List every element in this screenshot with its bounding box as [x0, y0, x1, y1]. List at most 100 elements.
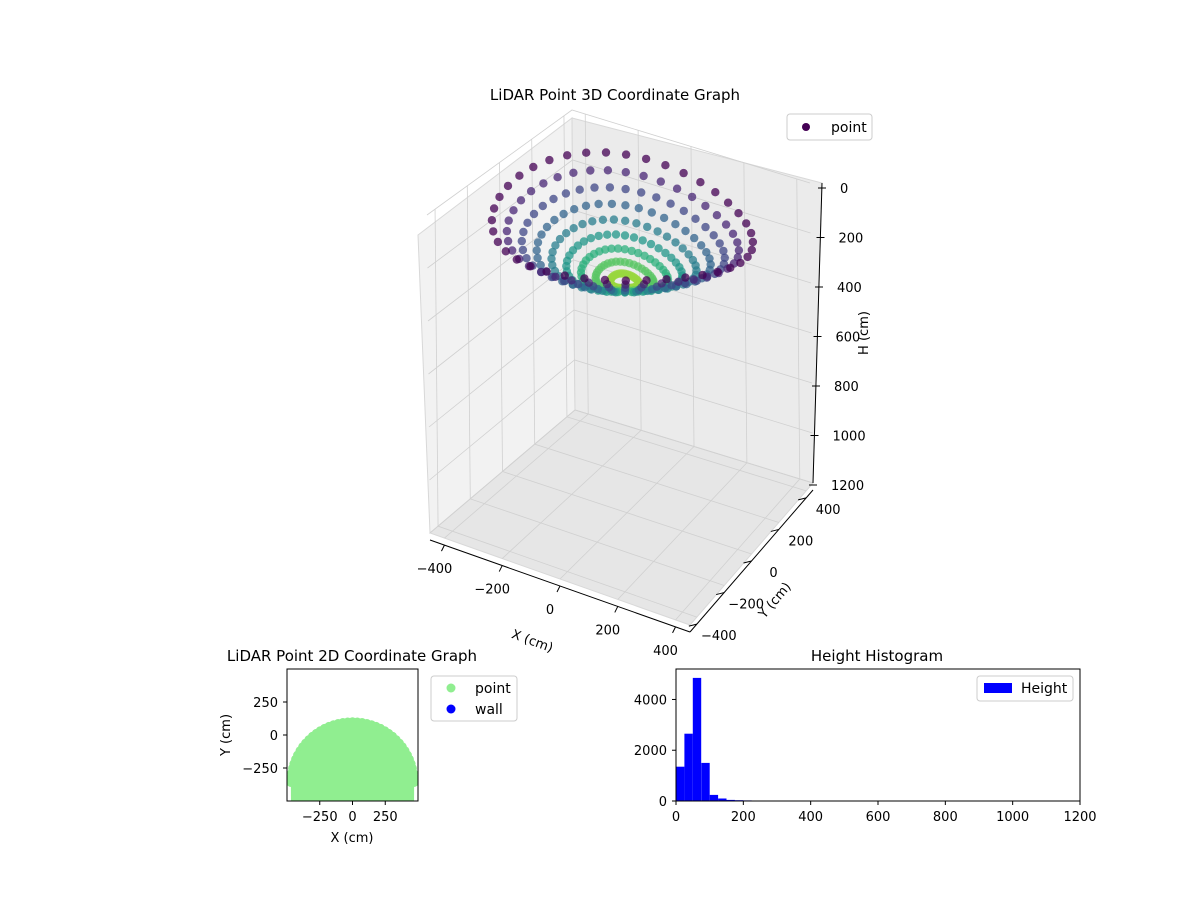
- point-3d: [575, 185, 584, 194]
- y-tick-label-2d: −250: [242, 762, 278, 777]
- point-3d: [646, 239, 656, 249]
- point-3d: [518, 245, 528, 255]
- point-cloud-3d: [487, 148, 758, 297]
- point-3d: [529, 162, 538, 172]
- point-3d: [609, 215, 619, 224]
- point-2d: [409, 778, 418, 787]
- y-tick-label-3d: −400: [701, 629, 737, 644]
- histogram-bar: [692, 677, 702, 801]
- point-3d: [542, 267, 551, 276]
- histogram-y-tick-label: 0: [659, 795, 667, 810]
- legend-3d-label: point: [831, 120, 867, 136]
- point-3d: [713, 267, 722, 277]
- histogram-x-tick-label: 200: [731, 810, 756, 825]
- z-tick-label-3d: 200: [839, 232, 864, 247]
- point-3d: [502, 226, 512, 236]
- y-tick-3d: [743, 560, 752, 564]
- point-3d: [603, 230, 612, 239]
- histogram-y-tick-label: 4000: [634, 693, 667, 708]
- point-3d: [711, 188, 720, 197]
- point-3d: [720, 253, 729, 262]
- legend-3d: point: [786, 113, 873, 141]
- grid-line-h: [427, 159, 811, 269]
- point-3d: [537, 230, 546, 239]
- point-3d: [533, 253, 542, 263]
- point-3d: [641, 154, 651, 164]
- point-3d: [637, 188, 646, 197]
- point-3d: [621, 150, 631, 159]
- point-3d: [548, 247, 557, 257]
- point-3d: [553, 173, 562, 182]
- point-3d: [600, 275, 610, 285]
- histogram-x-tick-label: 1200: [1063, 810, 1096, 825]
- point-3d: [567, 276, 576, 285]
- point-3d: [611, 230, 621, 239]
- histogram-bar: [718, 798, 727, 801]
- z-tick-label-3d: 1000: [833, 430, 866, 445]
- point-3d: [746, 228, 756, 238]
- y-tick-3d: [798, 497, 807, 501]
- point-3d: [605, 183, 615, 192]
- z-tick-label-3d: 0: [840, 182, 848, 197]
- point-3d: [501, 247, 510, 256]
- plot-2d: LiDAR Point 2D Coordinate Graph −250 0 250…: [219, 647, 518, 846]
- point-3d: [621, 216, 630, 225]
- z-tick-label-3d: 1200: [831, 479, 864, 494]
- point-3d: [523, 218, 532, 227]
- point-3d: [551, 272, 560, 281]
- point-3d: [601, 148, 611, 157]
- x-tick-3d: [440, 544, 445, 552]
- histogram-x-tick-label: 400: [798, 810, 823, 825]
- point-3d: [516, 196, 526, 205]
- point-3d: [621, 276, 630, 285]
- z-axis-label-3d: H (cm): [857, 311, 872, 355]
- legend-histogram-label: Height: [1021, 681, 1068, 697]
- y-tick-label-3d: 200: [788, 534, 813, 549]
- point-3d: [629, 233, 639, 242]
- x-axis-label-3d: X (cm): [509, 627, 555, 656]
- point-3d: [689, 275, 698, 284]
- histogram-bar: [709, 794, 719, 801]
- point-3d: [743, 252, 752, 262]
- point-3d: [656, 177, 665, 186]
- point-3d: [607, 199, 617, 209]
- histogram-y-tick-label: 2000: [634, 744, 667, 759]
- point-3d: [702, 248, 711, 257]
- histogram-x-tick-label: 1000: [996, 810, 1029, 825]
- x-tick-label-3d: −400: [417, 562, 453, 577]
- point-3d: [697, 241, 706, 250]
- grid-line-h: [428, 259, 812, 375]
- point-3d: [679, 168, 688, 178]
- point-3d: [667, 281, 676, 290]
- point-3d: [687, 192, 697, 202]
- point-3d: [586, 166, 595, 175]
- x-tick-label-3d: 400: [653, 644, 678, 659]
- point-3d: [509, 206, 518, 215]
- legend-2d: point wall: [430, 675, 518, 722]
- point-3d: [594, 231, 603, 241]
- point-3d: [613, 244, 623, 253]
- x-tick-3d: [498, 565, 503, 572]
- point-3d: [532, 246, 541, 255]
- point-3d: [621, 184, 630, 194]
- point-3d: [642, 276, 651, 285]
- point-3d: [562, 229, 571, 238]
- point-3d: [493, 237, 503, 247]
- point-3d: [632, 219, 641, 228]
- x-tick-label-2d: 0: [348, 810, 356, 825]
- point-3d: [547, 254, 556, 263]
- histogram-bar: [701, 762, 710, 801]
- point-3d: [590, 183, 599, 192]
- point-3d: [684, 250, 693, 259]
- histogram-ticks: 0 200 400 600 800 1000 1200 0 2000 4000: [634, 693, 1097, 825]
- point-3d: [579, 237, 589, 246]
- histogram-bar: [676, 766, 685, 801]
- y-tick-label-2d: 0: [270, 729, 278, 744]
- legend-2d-wall-marker: [446, 704, 456, 714]
- point-3d: [489, 227, 498, 236]
- point-3d: [661, 161, 670, 170]
- point-region-2d: [290, 721, 415, 801]
- z-ticks-3d: 0 200 400 600 800 1000 1200: [809, 182, 866, 494]
- legend-2d-point-label: point: [475, 681, 511, 697]
